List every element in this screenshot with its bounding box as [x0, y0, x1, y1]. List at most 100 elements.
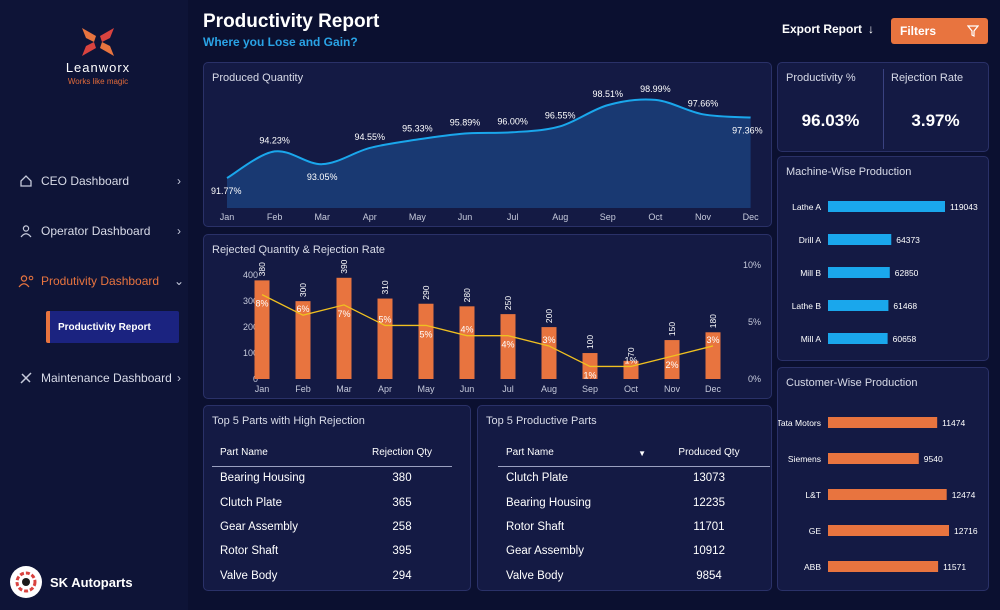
column-header[interactable]: Part Name ▼ [498, 440, 648, 467]
rate-label: 5% [419, 329, 432, 339]
category-label: GE [809, 526, 822, 536]
column-header[interactable]: Produced Qty [648, 440, 770, 467]
x-tick-label: Jul [507, 212, 519, 222]
bar-value-label: 119043 [950, 202, 978, 212]
x-tick-label: Sep [600, 212, 616, 222]
card-title: Machine-Wise Production [786, 166, 912, 178]
card-title: Produced Quantity [212, 72, 304, 84]
part-name-cell: Bearing Housing [220, 472, 306, 485]
kpi-card: Productivity % 96.03% Rejection Rate 3.9… [777, 62, 989, 152]
bar-value-label: 300 [298, 283, 308, 297]
category-label: Tata Motors [778, 418, 821, 428]
rejection-chart: 01002003004000%5%10%380Jan300Feb390Mar31… [243, 259, 761, 394]
table-row[interactable]: Gear Assembly 258 [212, 515, 452, 539]
sidebar-item-ceo-dashboard[interactable]: CEO Dashboard › [18, 169, 186, 193]
table-row[interactable]: Gear Assembly 10912 [498, 539, 770, 563]
column-header[interactable]: Rejection Qty [352, 440, 452, 467]
bar-value-label: 280 [462, 288, 472, 302]
area-fill [227, 99, 751, 208]
y2-tick-label: 5% [748, 317, 761, 327]
x-tick-label: Jun [458, 212, 473, 222]
bar [418, 303, 434, 379]
x-tick-label: Aug [552, 212, 568, 222]
x-tick-label: Jul [502, 384, 514, 394]
bar [828, 234, 892, 245]
category-label: ABB [804, 562, 821, 572]
part-name-cell: Valve Body [506, 569, 564, 582]
table-row[interactable]: Bearing Housing 12235 [498, 490, 770, 514]
qty-cell: 13073 [693, 472, 725, 485]
x-tick-label: Mar [336, 384, 352, 394]
x-tick-label: Jun [460, 384, 475, 394]
rate-label: 8% [255, 299, 268, 309]
qty-cell: 294 [392, 569, 412, 582]
logo-mark-icon [82, 28, 114, 56]
card-title: Top 5 Productive Parts [486, 415, 597, 427]
x-tick-label: Oct [624, 384, 639, 394]
card-title: Top 5 Parts with High Rejection [212, 415, 365, 427]
chevron-right-icon: › [177, 174, 181, 188]
export-report-button[interactable]: Export Report ↓ [782, 22, 874, 36]
data-label: 94.55% [355, 132, 386, 142]
table-row[interactable]: Rotor Shaft 395 [212, 539, 452, 563]
sort-down-icon[interactable]: ▼ [638, 449, 646, 458]
bar-value-label: 390 [339, 259, 349, 273]
column-header[interactable]: Part Name [212, 440, 352, 467]
rejected-quantity-card: Rejected Quantity & Rejection Rate 01002… [203, 234, 772, 399]
filters-button[interactable]: Filters [891, 18, 988, 44]
bar [664, 340, 680, 379]
high-rejection-table: Part Name Rejection Qty Bearing Housing 3… [212, 440, 452, 588]
category-label: Mill B [800, 268, 821, 278]
table-row[interactable]: Clutch Plate 13073 [498, 466, 770, 490]
qty-cell: 365 [392, 496, 412, 509]
data-label: 97.66% [688, 98, 719, 108]
bar-value-label: 64373 [896, 235, 920, 245]
productive-parts-table: Part Name ▼ Produced Qty Clutch Plate 130… [498, 440, 770, 588]
sidebar-item-productivity-dashboard[interactable]: Produtivity Dashboard ⌄ [18, 269, 186, 293]
qty-cell: 258 [392, 520, 412, 533]
bar [828, 561, 939, 572]
company-badge: SK Autoparts [10, 566, 133, 598]
rate-label: 3% [542, 335, 555, 345]
x-tick-label: May [409, 212, 427, 222]
company-logo-icon [10, 566, 42, 598]
brand-tagline: Works like magic [67, 77, 129, 86]
machine-wise-card: Machine-Wise Production Lathe A 119043 Dri… [777, 156, 989, 361]
x-tick-label: May [417, 384, 435, 394]
category-label: Lathe B [792, 301, 822, 311]
data-label: 97.36% [732, 126, 763, 136]
table-row[interactable]: Clutch Plate 365 [212, 490, 452, 514]
x-tick-label: Oct [648, 212, 663, 222]
sidebar-item-label: CEO Dashboard [41, 174, 130, 188]
data-label: 93.05% [307, 172, 338, 182]
brand-name: Leanworx [65, 60, 131, 75]
bar [254, 280, 270, 379]
y-tick-label: 100 [243, 348, 258, 358]
sidebar-item-operator-dashboard[interactable]: Operator Dashboard › [18, 219, 186, 243]
divider [883, 69, 884, 149]
rate-label: 4% [460, 325, 473, 335]
qty-cell: 12235 [693, 496, 725, 509]
kpi-rejection: Rejection Rate 3.97% [883, 63, 988, 151]
bar-value-label: 150 [667, 322, 677, 336]
bar [828, 300, 889, 311]
sidebar-item-label: Maintenance Dashboard [41, 371, 172, 385]
kpi-value: 96.03% [801, 111, 860, 130]
table-row[interactable]: Valve Body 9854 [498, 564, 770, 588]
table-row[interactable]: Valve Body 294 [212, 564, 452, 588]
table-row[interactable]: Bearing Housing 380 [212, 466, 452, 490]
category-label: Lathe A [792, 202, 821, 212]
bar-value-label: 310 [380, 280, 390, 294]
filters-label: Filters [900, 24, 937, 38]
sidebar-item-maintenance-dashboard[interactable]: Maintenance Dashboard › [18, 366, 186, 390]
home-icon [18, 173, 34, 189]
kpi-productivity: Productivity % 96.03% [778, 63, 883, 151]
x-tick-label: Feb [267, 212, 283, 222]
sidebar-item-label: Operator Dashboard [41, 224, 151, 238]
qty-cell: 380 [392, 472, 412, 485]
rate-label: 4% [501, 340, 514, 350]
bar-value-label: 12716 [954, 526, 978, 536]
sidebar-subitem-productivity-report[interactable]: Productivity Report [46, 311, 179, 343]
table-row[interactable]: Rotor Shaft 11701 [498, 515, 770, 539]
user-icon [18, 223, 34, 239]
